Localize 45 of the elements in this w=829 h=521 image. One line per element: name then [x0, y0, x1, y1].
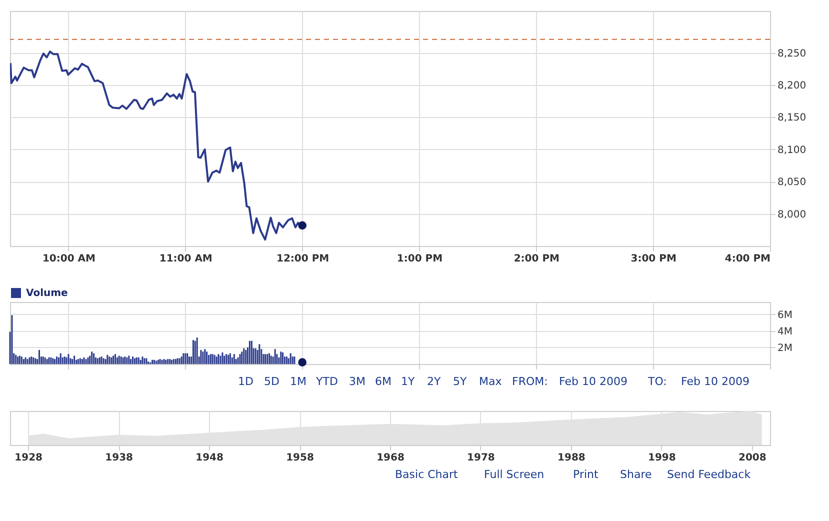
text: 3M: [349, 375, 366, 388]
text: 1M: [290, 375, 306, 388]
y-tick-label: 6M: [778, 310, 792, 321]
x-tick-label: 1998: [648, 452, 676, 464]
text: Feb 10 2009: [681, 375, 750, 388]
text: 2Y: [427, 375, 441, 388]
y-tick-label: 8,050: [778, 177, 806, 188]
x-tick-label: 11:00 AM: [159, 254, 212, 264]
text: 5Y: [453, 375, 467, 388]
x-tick-label: 2:00 PM: [514, 254, 560, 264]
text: 1D: [238, 375, 254, 388]
text: Feb 10 2009: [559, 375, 628, 388]
y-tick-label: 8,250: [778, 48, 806, 60]
y-tick-label: 4M: [778, 326, 792, 338]
x-tick-label: 3:00 PM: [630, 254, 676, 264]
y-tick-label: 8,000: [778, 209, 806, 220]
y-tick-label: 8,200: [778, 80, 806, 92]
y-tick-label: 2M: [778, 342, 792, 354]
text: FROM:: [512, 375, 548, 388]
x-tick-label: 1988: [558, 452, 586, 464]
text: 1Y: [401, 375, 415, 388]
x-tick-label: 1958: [286, 452, 314, 464]
text: Basic Chart: [395, 468, 459, 481]
text: Share: [620, 468, 652, 481]
text: 5D: [264, 375, 280, 388]
x-tick-label: 2008: [738, 452, 766, 464]
x-tick-label: 12:00 PM: [276, 254, 330, 264]
x-tick-label: 4:00 PM: [724, 254, 771, 264]
text: Send Feedback: [667, 468, 752, 481]
x-tick-label: 1978: [467, 452, 495, 464]
x-tick-label: 1928: [14, 452, 43, 464]
legend-label: Volume: [26, 288, 68, 299]
x-tick-label: 10:00 AM: [42, 254, 96, 264]
x-tick-label: 1:00 PM: [396, 254, 443, 264]
x-tick-label: 1938: [105, 452, 134, 464]
text: Print: [573, 468, 599, 481]
text: Full Screen: [484, 468, 544, 481]
text: YTD: [315, 375, 338, 388]
y-tick-label: 8,150: [778, 112, 806, 124]
text: TO:: [647, 375, 667, 388]
y-tick-label: 8,100: [778, 144, 806, 156]
text: Max: [479, 375, 502, 388]
x-tick-label: 1968: [376, 452, 404, 464]
text: 6M: [375, 375, 392, 388]
x-tick-label: 1948: [196, 452, 224, 464]
